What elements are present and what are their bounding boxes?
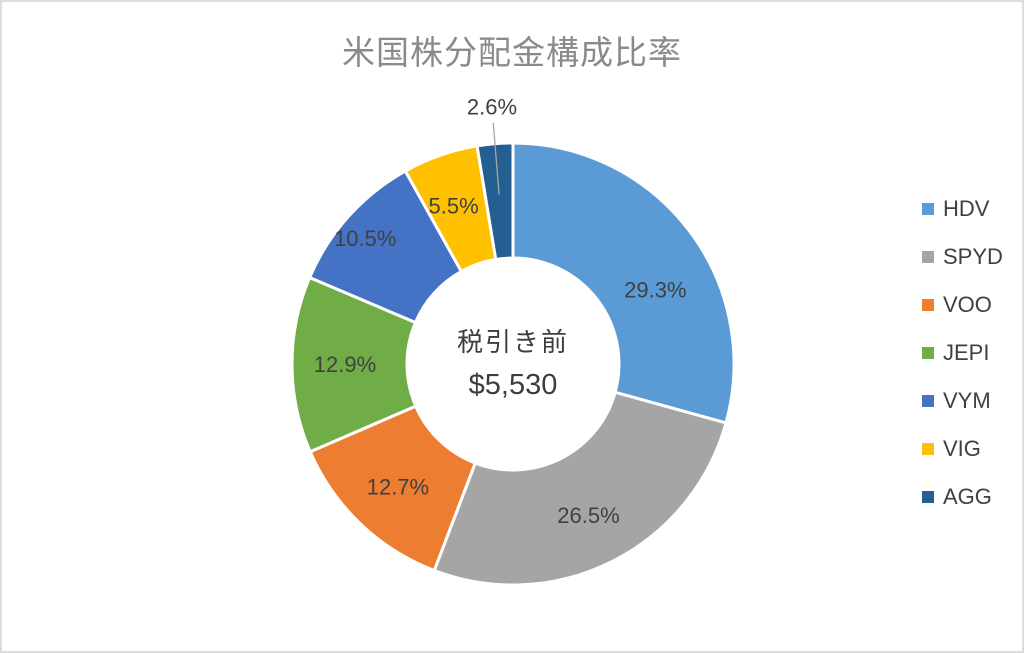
legend-item-vig: VIG <box>922 436 1003 461</box>
legend-item-voo: VOO <box>922 292 1003 317</box>
label-leader-line-agg <box>492 122 500 195</box>
data-label-spyd: 26.5% <box>557 503 619 528</box>
legend-item-vym: VYM <box>922 388 1003 413</box>
legend-label: VYM <box>943 388 991 413</box>
legend-label: AGG <box>943 484 992 509</box>
legend-marker-icon <box>922 203 934 215</box>
pie-slice-spyd <box>432 390 728 587</box>
pie-slice-voo <box>308 404 477 572</box>
legend-item-jepi: JEPI <box>922 340 1003 365</box>
legend-marker-icon <box>922 491 934 503</box>
legend-label: JEPI <box>943 340 990 365</box>
legend-marker-icon <box>922 395 934 407</box>
legend-marker-icon <box>922 251 934 263</box>
legend-item-agg: AGG <box>922 484 1003 509</box>
legend-marker-icon <box>922 443 934 455</box>
legend-marker-icon <box>922 299 934 311</box>
legend-label: HDV <box>943 196 990 221</box>
legend-label: SPYD <box>943 244 1003 269</box>
data-label-agg: 2.6% <box>467 94 517 119</box>
data-label-jepi: 12.9% <box>314 352 376 377</box>
legend-marker-icon <box>922 347 934 359</box>
legend-item-spyd: SPYD <box>922 244 1003 269</box>
data-label-voo: 12.7% <box>367 475 429 500</box>
pie-slice-hdv <box>511 141 736 425</box>
chart-legend: HDV SPYD VOO JEPI VYM VIG AGG <box>922 196 1003 533</box>
data-label-vig: 5.5% <box>428 194 478 219</box>
data-label-hdv: 29.3% <box>624 278 686 303</box>
legend-item-hdv: HDV <box>922 196 1003 221</box>
chart-title: 米国株分配金構成比率 <box>342 34 682 71</box>
pie-slice-agg <box>475 141 515 261</box>
legend-label: VOO <box>943 292 992 317</box>
legend-label: VIG <box>943 436 981 461</box>
data-label-vym: 10.5% <box>334 226 396 251</box>
